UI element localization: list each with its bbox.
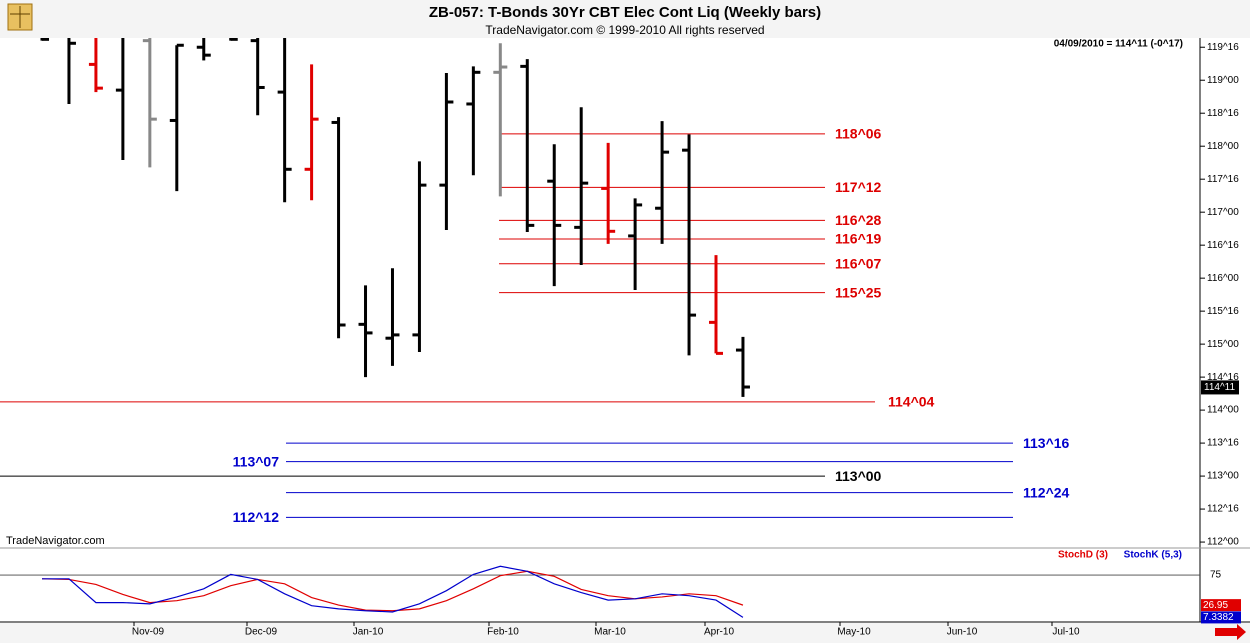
x-tick-label: Dec-09 — [245, 627, 278, 638]
x-tick-label: Mar-10 — [594, 627, 626, 638]
y-tick-label: 115^00 — [1207, 339, 1239, 350]
x-tick-label: Nov-09 — [132, 627, 165, 638]
last-value-box — [1201, 599, 1241, 612]
level-label: 118^06 — [835, 126, 882, 142]
level-label: 117^12 — [835, 179, 882, 195]
x-tick-label: Jun-10 — [947, 627, 978, 638]
header-bar — [0, 0, 1250, 38]
last-value-label: 7.3382 — [1203, 612, 1234, 623]
y-tick-label: 114^00 — [1207, 405, 1239, 416]
scroll-arrow[interactable] — [1215, 624, 1246, 640]
x-tick-label: Jul-10 — [1052, 627, 1080, 638]
y-tick-label: 119^00 — [1207, 75, 1239, 86]
y-tick-label: 116^00 — [1207, 273, 1239, 284]
last-price-label: 114^11 — [1204, 382, 1235, 393]
y-tick-label: 117^16 — [1207, 174, 1239, 185]
level-label: 116^28 — [835, 212, 882, 228]
watermark: TradeNavigator.com — [6, 535, 105, 547]
last-price-box — [1201, 380, 1239, 395]
level-label: 116^07 — [835, 255, 882, 271]
y-tick-label: 118^16 — [1207, 108, 1239, 119]
y-tick-label: 112^00 — [1207, 537, 1239, 548]
level-label: 112^12 — [233, 509, 280, 525]
legend-entry: StochD (3) — [1058, 550, 1108, 561]
y-tick-label: 114^16 — [1207, 372, 1239, 383]
quote: 04/09/2010 = 114^11 (-0^17) — [1054, 39, 1183, 50]
level-label: 113^07 — [233, 453, 280, 469]
level-label: 112^24 — [1023, 484, 1070, 500]
x-tick-label: Apr-10 — [704, 627, 734, 638]
level-label: 116^19 — [835, 231, 882, 247]
y-tick-label: 75 — [1210, 570, 1222, 581]
level-label: 114^04 — [888, 394, 935, 410]
x-tick-label: May-10 — [837, 627, 871, 638]
last-value-box — [1201, 611, 1241, 624]
x-tick-label: Jan-10 — [353, 627, 384, 638]
level-label: 113^16 — [1023, 435, 1070, 451]
y-tick-label: 118^00 — [1207, 141, 1239, 152]
copyright: TradeNavigator.com © 1999-2010 All right… — [485, 23, 764, 37]
level-label: 113^00 — [835, 468, 882, 484]
level-label: 115^25 — [835, 284, 882, 300]
y-tick-label: 112^16 — [1207, 504, 1239, 515]
stoch-line — [42, 565, 744, 618]
x-tick-label: Feb-10 — [487, 627, 519, 638]
logo — [7, 3, 33, 31]
y-tick-label: 116^16 — [1207, 240, 1239, 251]
y-tick-label: 115^16 — [1207, 306, 1239, 317]
title: ZB-057: T-Bonds 30Yr CBT Elec Cont Liq (… — [429, 4, 821, 21]
last-value-label: 26.95 — [1203, 600, 1228, 611]
x-axis-bar — [0, 623, 1250, 643]
y-tick-label: 113^00 — [1207, 471, 1239, 482]
y-tick-label: 119^16 — [1207, 42, 1239, 53]
y-tick-label: 117^00 — [1207, 207, 1239, 218]
y-tick-label: 113^16 — [1207, 438, 1239, 449]
legend-entry: StochK (5,3) — [1124, 550, 1182, 561]
